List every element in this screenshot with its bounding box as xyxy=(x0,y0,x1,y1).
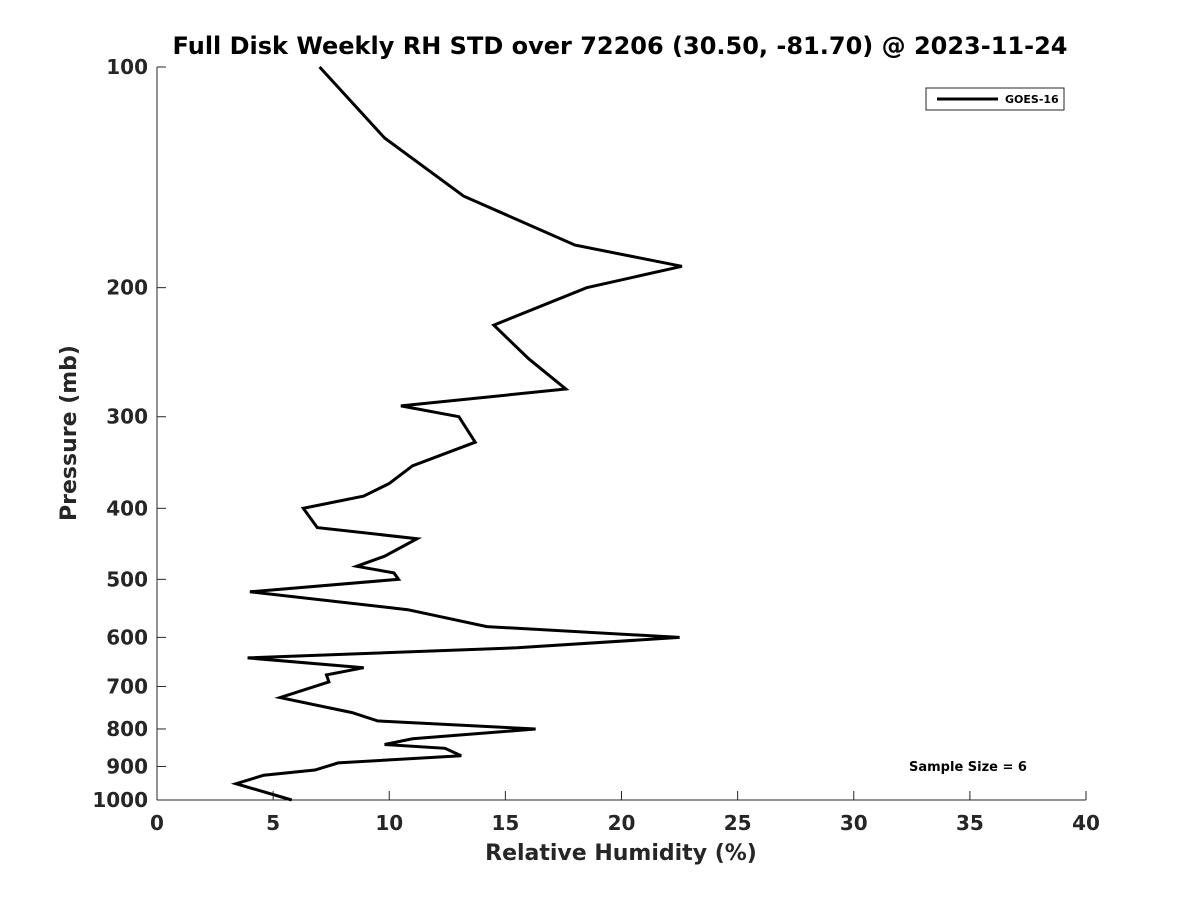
x-tick-label: 10 xyxy=(375,811,403,835)
y-tick-label: 1000 xyxy=(92,788,148,812)
y-axis-ticks: 100 200 300 400 500 600 700 800 900 1000 xyxy=(92,55,166,812)
x-axis-label: Relative Humidity (%) xyxy=(485,841,757,866)
legend: GOES-16 xyxy=(925,87,1065,111)
y-tick-label: 300 xyxy=(106,405,148,429)
x-tick-label: 40 xyxy=(1072,811,1100,835)
x-tick-label: 20 xyxy=(608,811,636,835)
series-line-goes-16 xyxy=(230,65,683,802)
x-tick-label: 5 xyxy=(266,811,280,835)
x-tick-label: 0 xyxy=(150,811,164,835)
y-tick-label: 900 xyxy=(106,754,148,778)
y-tick-label: 700 xyxy=(106,674,148,698)
sample-size-annotation: Sample Size = 6 xyxy=(909,760,1027,775)
y-tick-label: 200 xyxy=(106,276,148,300)
x-tick-label: 30 xyxy=(840,811,868,835)
series-layer xyxy=(230,65,683,802)
chart-title: Full Disk Weekly RH STD over 72206 (30.5… xyxy=(173,32,1068,60)
y-axis-label: Pressure (mb) xyxy=(57,345,82,521)
legend-entry-goes-16: GOES-16 xyxy=(1005,93,1059,106)
x-tick-label: 25 xyxy=(724,811,752,835)
y-tick-label: 400 xyxy=(106,496,148,520)
y-tick-label: 800 xyxy=(106,717,148,741)
x-axis-ticks: 0 5 10 15 20 25 30 35 40 xyxy=(150,791,1100,835)
x-tick-label: 15 xyxy=(491,811,519,835)
plot-area xyxy=(156,67,1086,801)
y-tick-label: 100 xyxy=(106,55,148,79)
x-tick-label: 35 xyxy=(956,811,984,835)
y-tick-label: 500 xyxy=(106,567,148,591)
y-tick-label: 600 xyxy=(106,625,148,649)
